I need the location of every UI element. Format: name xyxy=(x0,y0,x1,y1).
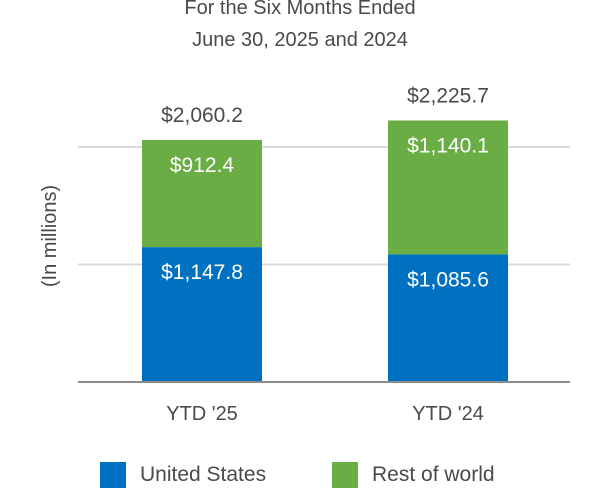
bar-rest-of-world-2 xyxy=(388,120,508,255)
legend-label-rest-of-world: Rest of world xyxy=(372,463,495,486)
legend-item-rest-of-world: Rest of world xyxy=(332,462,495,488)
y-axis-label: (In millions) xyxy=(39,185,61,287)
bar-united-states-2 xyxy=(388,254,508,382)
data-label-united-states-1: $1,147.8 xyxy=(161,261,243,284)
legend-item-united-states: United States xyxy=(100,462,266,488)
x-tick-label-1: YTD '25 xyxy=(166,403,238,425)
legend-swatch-united-states xyxy=(100,462,126,488)
chart-title: For the Six Months Ended xyxy=(184,0,416,19)
bar-rest-of-world-1 xyxy=(142,139,262,248)
legend-swatch-rest-of-world xyxy=(332,462,358,488)
x-tick-label-2: YTD '24 xyxy=(412,403,484,425)
chart-legend: United States Rest of world xyxy=(0,462,600,492)
total-label-1: $2,060.2 xyxy=(161,104,243,127)
total-label-2: $2,225.7 xyxy=(407,84,489,107)
data-label-rest-of-world-1: $912.4 xyxy=(170,154,235,177)
data-label-united-states-2: $1,085.6 xyxy=(407,268,489,291)
legend-label-united-states: United States xyxy=(140,463,267,486)
bar-united-states-1 xyxy=(142,247,262,382)
chart-subtitle: June 30, 2025 and 2024 xyxy=(192,29,408,51)
data-label-rest-of-world-2: $1,140.1 xyxy=(407,134,489,157)
